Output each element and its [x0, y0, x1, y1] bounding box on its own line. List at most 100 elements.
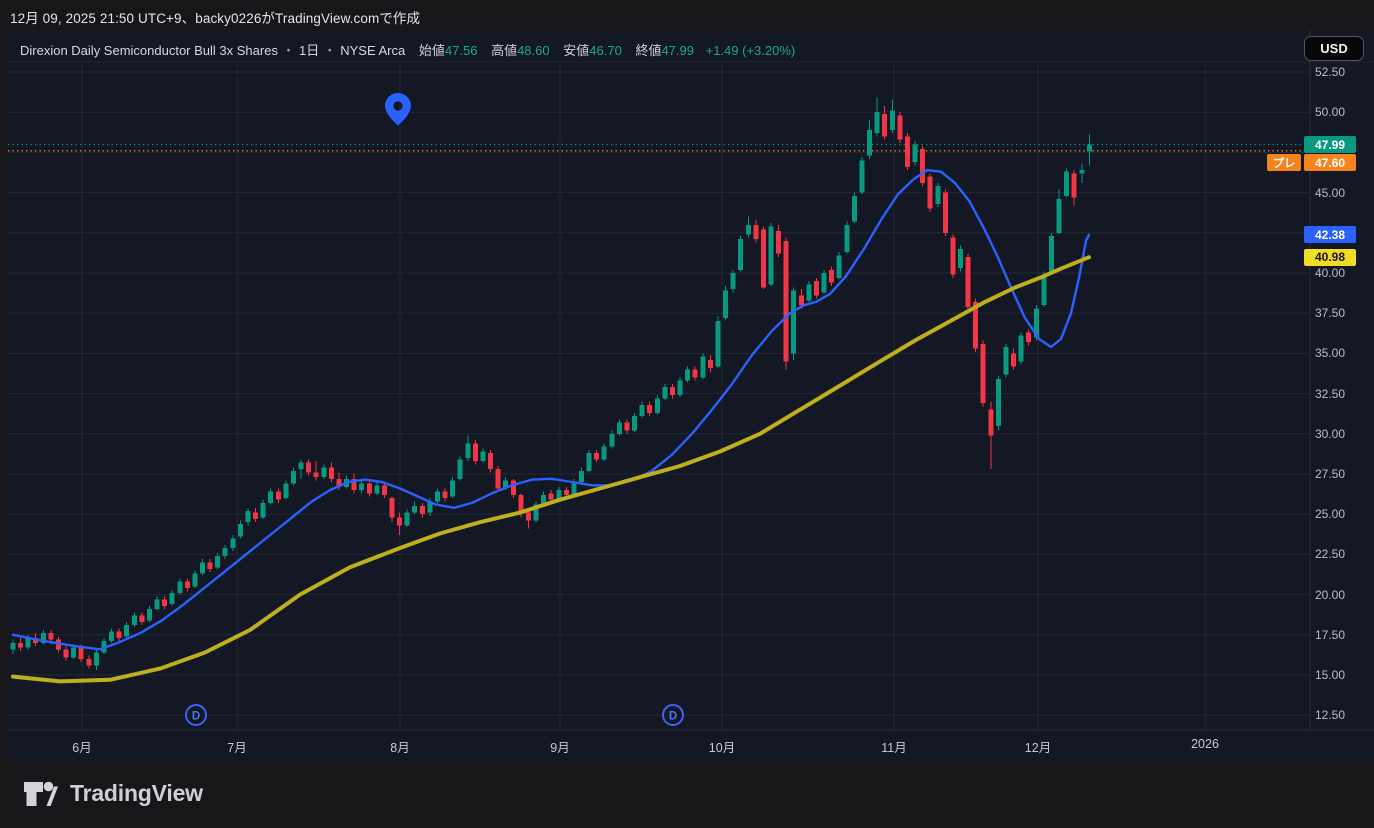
candle-body	[897, 115, 903, 140]
candle-body	[594, 453, 600, 460]
time-tick-label: 8月	[390, 741, 410, 755]
candle-body	[609, 433, 615, 447]
candle-body	[1064, 171, 1070, 196]
candle-body	[601, 446, 607, 460]
price-tick-label: 15.00	[1315, 668, 1346, 682]
candle-body	[78, 647, 84, 659]
dividend-marker-icon[interactable]	[185, 704, 207, 726]
open-label: 始値	[418, 43, 445, 58]
candle-body	[806, 284, 812, 301]
candle-body	[230, 538, 236, 548]
candle-body	[669, 387, 675, 396]
candle-body	[93, 652, 99, 666]
candle-body	[290, 470, 296, 484]
candle-body	[351, 478, 357, 491]
close-label: 終値	[635, 43, 662, 58]
candle-body	[472, 443, 478, 462]
candle-body	[328, 467, 334, 479]
legend-separator: ・	[281, 43, 295, 58]
candle-body	[518, 494, 524, 513]
candle-body	[859, 160, 865, 193]
slow-ma-line	[11, 255, 1091, 684]
price-tick-label: 50.00	[1315, 105, 1346, 120]
candle-body	[1018, 335, 1024, 362]
candle-body	[25, 638, 31, 648]
candle-body	[586, 453, 592, 471]
currency-button[interactable]: USD	[1304, 36, 1364, 61]
candle-body	[1026, 332, 1032, 343]
candle-body	[404, 512, 410, 526]
tradingview-logo: TradingView	[22, 774, 203, 812]
candle-body	[1011, 353, 1017, 367]
tradingview-brand-text: TradingView	[70, 779, 203, 806]
dividend-marker-icon[interactable]	[662, 704, 684, 726]
fast-ma-value-badge: 42.38	[1304, 226, 1356, 244]
candle-body	[495, 469, 501, 489]
candle-body	[965, 256, 971, 307]
candle-body	[321, 467, 327, 478]
candle-body	[298, 462, 304, 470]
open-value: 47.56	[444, 43, 478, 58]
candle-body	[268, 491, 274, 503]
interval-label: 1日	[298, 43, 320, 58]
candle-body	[571, 482, 577, 495]
candle-body	[260, 502, 266, 518]
candle-body	[685, 369, 691, 381]
change-value: +1.49 (+3.20%)	[705, 43, 796, 58]
candle-body	[904, 136, 910, 167]
last-price-badge: 47.99	[1304, 136, 1356, 154]
tradingview-logo-icon	[24, 781, 58, 806]
time-tick-label: 9月	[550, 741, 570, 755]
candle-body	[10, 642, 16, 650]
candle-body	[1056, 199, 1062, 233]
candle-body	[336, 478, 342, 487]
candle-body	[980, 343, 986, 404]
candle-body	[1041, 274, 1047, 306]
candle-body	[366, 483, 372, 494]
candle-body	[541, 494, 547, 505]
price-tick-label: 25.00	[1315, 507, 1346, 522]
candle-body	[1071, 173, 1077, 198]
slow-ma-value-badge: 40.98	[1304, 248, 1356, 266]
candle-body	[131, 615, 137, 626]
time-tick-label: 11月	[881, 741, 907, 755]
candle-body	[738, 239, 744, 270]
time-tick-label: 12月	[1024, 741, 1052, 755]
candle-body	[427, 501, 433, 513]
candle-body	[745, 224, 751, 235]
candle-body	[768, 226, 774, 285]
candle-body	[442, 491, 448, 499]
time-tick-label: 2026	[1191, 737, 1219, 751]
candle-body	[40, 633, 46, 643]
candle-body	[116, 631, 122, 639]
candle-body	[1033, 308, 1039, 338]
price-tick-label: 22.50	[1315, 547, 1346, 562]
pre-market-price-badge: 47.60	[1304, 154, 1356, 172]
candle-body	[760, 229, 766, 288]
price-tick-label: 32.50	[1315, 386, 1346, 401]
candle-body	[912, 144, 918, 163]
close-value: 47.99	[661, 43, 694, 58]
candle-body	[730, 273, 736, 290]
candle-body	[177, 581, 183, 593]
candle-body	[715, 321, 721, 367]
price-tick-label: 37.50	[1315, 306, 1346, 321]
high-value: 48.60	[517, 43, 550, 58]
candle-body	[184, 581, 190, 589]
candle-body	[533, 504, 539, 521]
candle-body	[381, 485, 387, 495]
candle-body	[275, 491, 281, 500]
candle-body	[874, 112, 880, 134]
candle-body	[124, 625, 130, 637]
candle-body	[192, 573, 198, 587]
candle-body	[169, 592, 175, 605]
candle-body	[139, 615, 145, 622]
candle-body	[723, 290, 729, 319]
candle-body	[412, 506, 418, 513]
pin-marker-icon[interactable]	[385, 93, 411, 126]
time-tick-label: 6月	[72, 741, 92, 755]
candle-body	[821, 273, 827, 293]
candle-body	[18, 642, 24, 648]
